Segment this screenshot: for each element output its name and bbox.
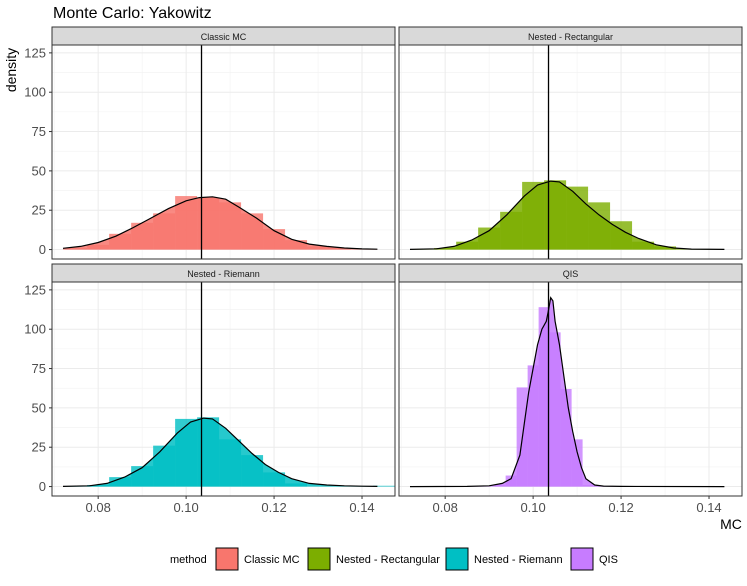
y-tick-label: 0 [39, 242, 46, 257]
y-tick-label: 25 [32, 203, 46, 218]
y-tick-label: 100 [24, 322, 46, 337]
gridlines [52, 45, 395, 259]
legend: method Classic MC Nested - Rectangular Nes… [170, 547, 618, 571]
density-curve [409, 180, 725, 250]
y-tick-label: 0 [39, 479, 46, 494]
y-tick-label: 125 [24, 45, 46, 60]
legend-item-qis: QIS [570, 547, 618, 571]
panel-qis: QIS 0.08 0.10 0.12 0.14 [398, 263, 743, 515]
legend-key [570, 547, 594, 571]
x-tick-label: 0.08 [86, 500, 111, 515]
x-tick-label: 0.10 [173, 500, 198, 515]
legend-label: Classic MC [244, 554, 300, 566]
x-tick-label: 0.12 [608, 500, 633, 515]
legend-item-classic-mc: Classic MC [215, 547, 300, 571]
panel-nested-rectangular: Nested - Rectangular [398, 26, 743, 260]
density-curve [409, 296, 725, 488]
legend-label: Nested - Riemann [474, 554, 563, 566]
legend-key [215, 547, 239, 571]
legend-label: QIS [599, 554, 618, 566]
x-tick-label: 0.14 [349, 500, 374, 515]
panel-border [51, 281, 396, 497]
facet-strip-label: QIS [563, 269, 579, 279]
facet-strip-label: Nested - Rectangular [528, 32, 613, 42]
x-tick-label: 0.12 [261, 500, 286, 515]
legend-item-nested-rectangular: Nested - Rectangular [307, 547, 440, 571]
panel-nested-riemann: Nested - Riemann 0 25 50 75 100 125 0.08 0.10 0.1… [24, 263, 396, 515]
x-axis-label: MC [720, 516, 742, 532]
panel-border [398, 281, 743, 497]
y-tick-label: 125 [24, 282, 46, 297]
y-tick-label: 50 [32, 163, 46, 178]
legend-item-nested-riemann: Nested - Riemann [445, 547, 563, 571]
facet-strip-label: Nested - Riemann [187, 269, 260, 279]
y-axis-label: density [3, 48, 19, 92]
legend-key [307, 547, 331, 571]
y-tick-label: 100 [24, 85, 46, 100]
y-tick-label: 75 [32, 124, 46, 139]
density-curve [62, 417, 378, 487]
density-area [63, 418, 378, 487]
gridlines [399, 45, 742, 259]
x-tick-label: 0.08 [433, 500, 458, 515]
facet-strip-label: Classic MC [201, 32, 247, 42]
histogram-bar [373, 485, 395, 487]
legend-title: method [170, 554, 207, 566]
chart-title: Monte Carlo: Yakowitz [53, 5, 212, 22]
y-tick-label: 75 [32, 361, 46, 376]
density-area [410, 181, 725, 250]
panel-border [398, 44, 743, 260]
legend-label: Nested - Rectangular [336, 554, 440, 566]
x-tick-label: 0.14 [696, 500, 721, 515]
legend-key [445, 547, 469, 571]
y-tick-label: 50 [32, 400, 46, 415]
y-tick-label: 25 [32, 440, 46, 455]
panel-classic-mc: Classic MC 0 25 50 75 100 125 [24, 26, 396, 260]
panel-border [51, 44, 396, 260]
density-area [63, 196, 378, 250]
density-area [410, 297, 725, 487]
x-tick-label: 0.10 [520, 500, 545, 515]
density-curve [62, 196, 378, 250]
